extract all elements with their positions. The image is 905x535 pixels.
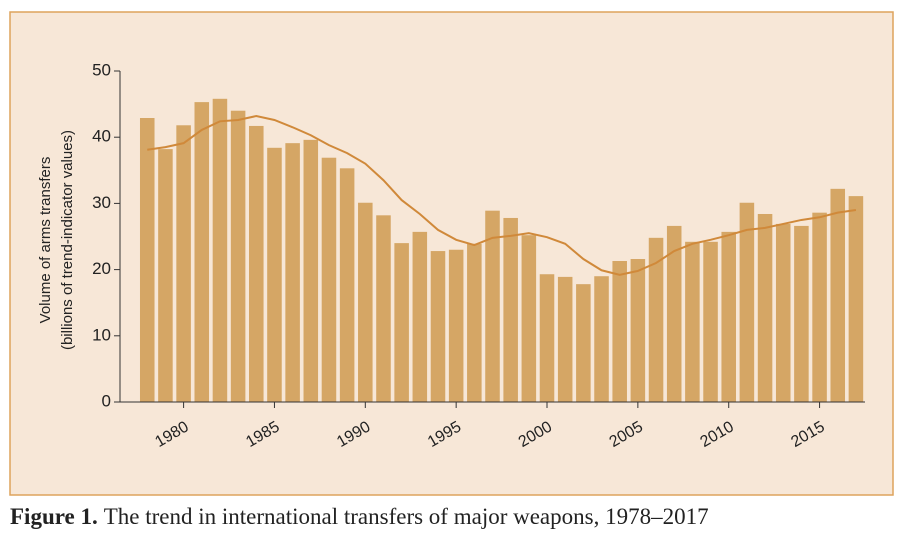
bar — [139, 118, 155, 402]
bar — [576, 284, 591, 402]
caption-label: Figure 1. — [10, 504, 98, 529]
bar — [212, 98, 228, 402]
bar — [194, 102, 210, 402]
bar — [557, 276, 573, 402]
bar — [158, 149, 173, 402]
bar — [503, 217, 518, 402]
bar — [521, 235, 537, 402]
bar — [448, 249, 464, 402]
bar — [303, 139, 319, 402]
y-tick-label: 0 — [102, 391, 111, 410]
bar — [721, 231, 736, 402]
bar — [394, 243, 409, 402]
bar — [267, 147, 282, 402]
bar — [412, 231, 428, 402]
bar — [812, 212, 827, 402]
trend-line — [147, 114, 857, 276]
y-tick-label: 10 — [92, 325, 111, 344]
bar — [539, 274, 555, 402]
bar — [630, 259, 646, 402]
bar — [249, 125, 264, 403]
bar — [339, 168, 355, 402]
bar — [794, 225, 809, 402]
y-tick-label: 30 — [92, 193, 111, 212]
y-axis-label: Volume of arms transfers — [37, 157, 54, 324]
bar — [358, 202, 373, 402]
bar — [485, 210, 500, 402]
bar — [739, 202, 755, 402]
bar — [430, 251, 446, 402]
bar — [321, 157, 337, 402]
bar — [666, 225, 682, 402]
bar — [775, 223, 791, 402]
y-tick-label: 20 — [92, 259, 111, 278]
y-tick-label: 40 — [92, 127, 111, 146]
bar — [467, 243, 482, 402]
bar — [285, 143, 300, 402]
bar — [757, 213, 773, 402]
y-axis-label: (billions of trend-indicator values) — [59, 130, 76, 350]
bar — [830, 188, 846, 402]
bar — [848, 196, 864, 402]
bar — [376, 215, 391, 402]
caption-text: The trend in international transfers of … — [104, 504, 709, 529]
bar — [703, 241, 718, 402]
bar — [648, 237, 664, 402]
bar — [685, 241, 700, 402]
bar — [176, 125, 191, 402]
y-tick-label: 50 — [92, 60, 111, 79]
bar — [230, 110, 246, 402]
bar — [594, 276, 609, 402]
caption: Figure 1. The trend in international tran… — [10, 504, 709, 529]
bar — [612, 260, 627, 402]
